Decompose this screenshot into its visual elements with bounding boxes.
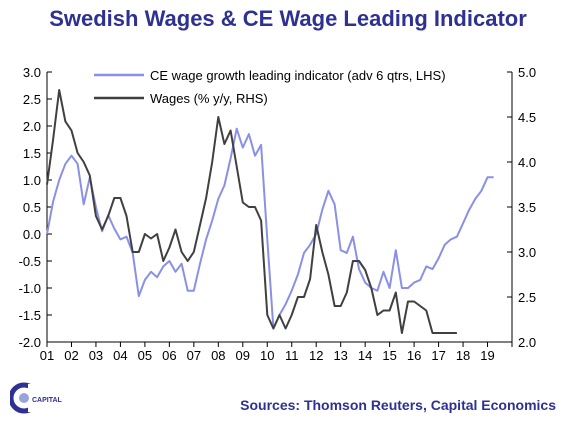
x-tick-label: 16 — [407, 348, 421, 363]
x-tick-label: 06 — [162, 348, 176, 363]
y-left-tick-label: 1.5 — [23, 146, 41, 161]
x-tick-label: 02 — [64, 348, 78, 363]
y-left-tick-label: 1.0 — [23, 173, 41, 188]
x-tick-label: 05 — [138, 348, 152, 363]
y-right-tick-label: 2.0 — [518, 335, 536, 350]
x-tick-label: 15 — [382, 348, 396, 363]
y-right-tick-label: 4.5 — [518, 110, 536, 125]
y-left-tick-label: -0.5 — [19, 254, 41, 269]
y-right-tick-label: 5.0 — [518, 65, 536, 80]
x-tick-label: 12 — [309, 348, 323, 363]
x-tick-label: 17 — [431, 348, 445, 363]
y-right-tick-label: 3.5 — [518, 200, 536, 215]
x-tick-label: 10 — [260, 348, 274, 363]
svg-text:CAPITAL: CAPITAL — [32, 397, 63, 404]
y-left-tick-label: -1.0 — [19, 281, 41, 296]
x-tick-label: 09 — [236, 348, 250, 363]
x-tick-label: 08 — [211, 348, 225, 363]
y-right-tick-label: 3.0 — [518, 245, 536, 260]
x-tick-label: 11 — [285, 348, 299, 363]
source-note: Sources: Thomson Reuters, Capital Econom… — [240, 397, 556, 413]
series-line-leading-indicator — [46, 127, 494, 330]
y-left-tick-label: 0.0 — [23, 227, 41, 242]
series-line-wages — [46, 89, 457, 334]
x-tick-label: 04 — [113, 348, 127, 363]
axes: 3.0 2.5 2.0 1.5 1.0 0.5 0.0 -0.5 -1.0 -1.5 -2.0 5.0… — [19, 65, 536, 363]
x-tick-label: 03 — [89, 348, 103, 363]
legend: CE wage growth leading indicator (adv 6 … — [94, 68, 446, 106]
x-tick-label: 19 — [480, 348, 494, 363]
y-left-tick-label: 0.5 — [23, 200, 41, 215]
y-right-tick-label: 2.5 — [518, 290, 536, 305]
x-tick-label: 14 — [358, 348, 372, 363]
y-left-tick-label: 2.5 — [23, 92, 41, 107]
y-left-tick-label: -2.0 — [19, 335, 41, 350]
x-tick-label: 01 — [40, 348, 54, 363]
legend-label-leading-indicator: CE wage growth leading indicator (adv 6 … — [150, 68, 446, 83]
x-tick-label: 18 — [456, 348, 470, 363]
x-tick-label: 13 — [333, 348, 347, 363]
chart-title: Swedish Wages & CE Wage Leading Indicato… — [49, 6, 527, 31]
capital-economics-logo: CAPITAL — [8, 378, 70, 418]
y-right-tick-label: 4.0 — [518, 155, 536, 170]
legend-label-wages: Wages (% y/y, RHS) — [150, 91, 268, 106]
y-left-tick-label: 3.0 — [23, 65, 41, 80]
series-group — [46, 89, 494, 334]
x-tick-label: 07 — [187, 348, 201, 363]
y-left-tick-label: -1.5 — [19, 308, 41, 323]
y-left-tick-label: 2.0 — [23, 119, 41, 134]
